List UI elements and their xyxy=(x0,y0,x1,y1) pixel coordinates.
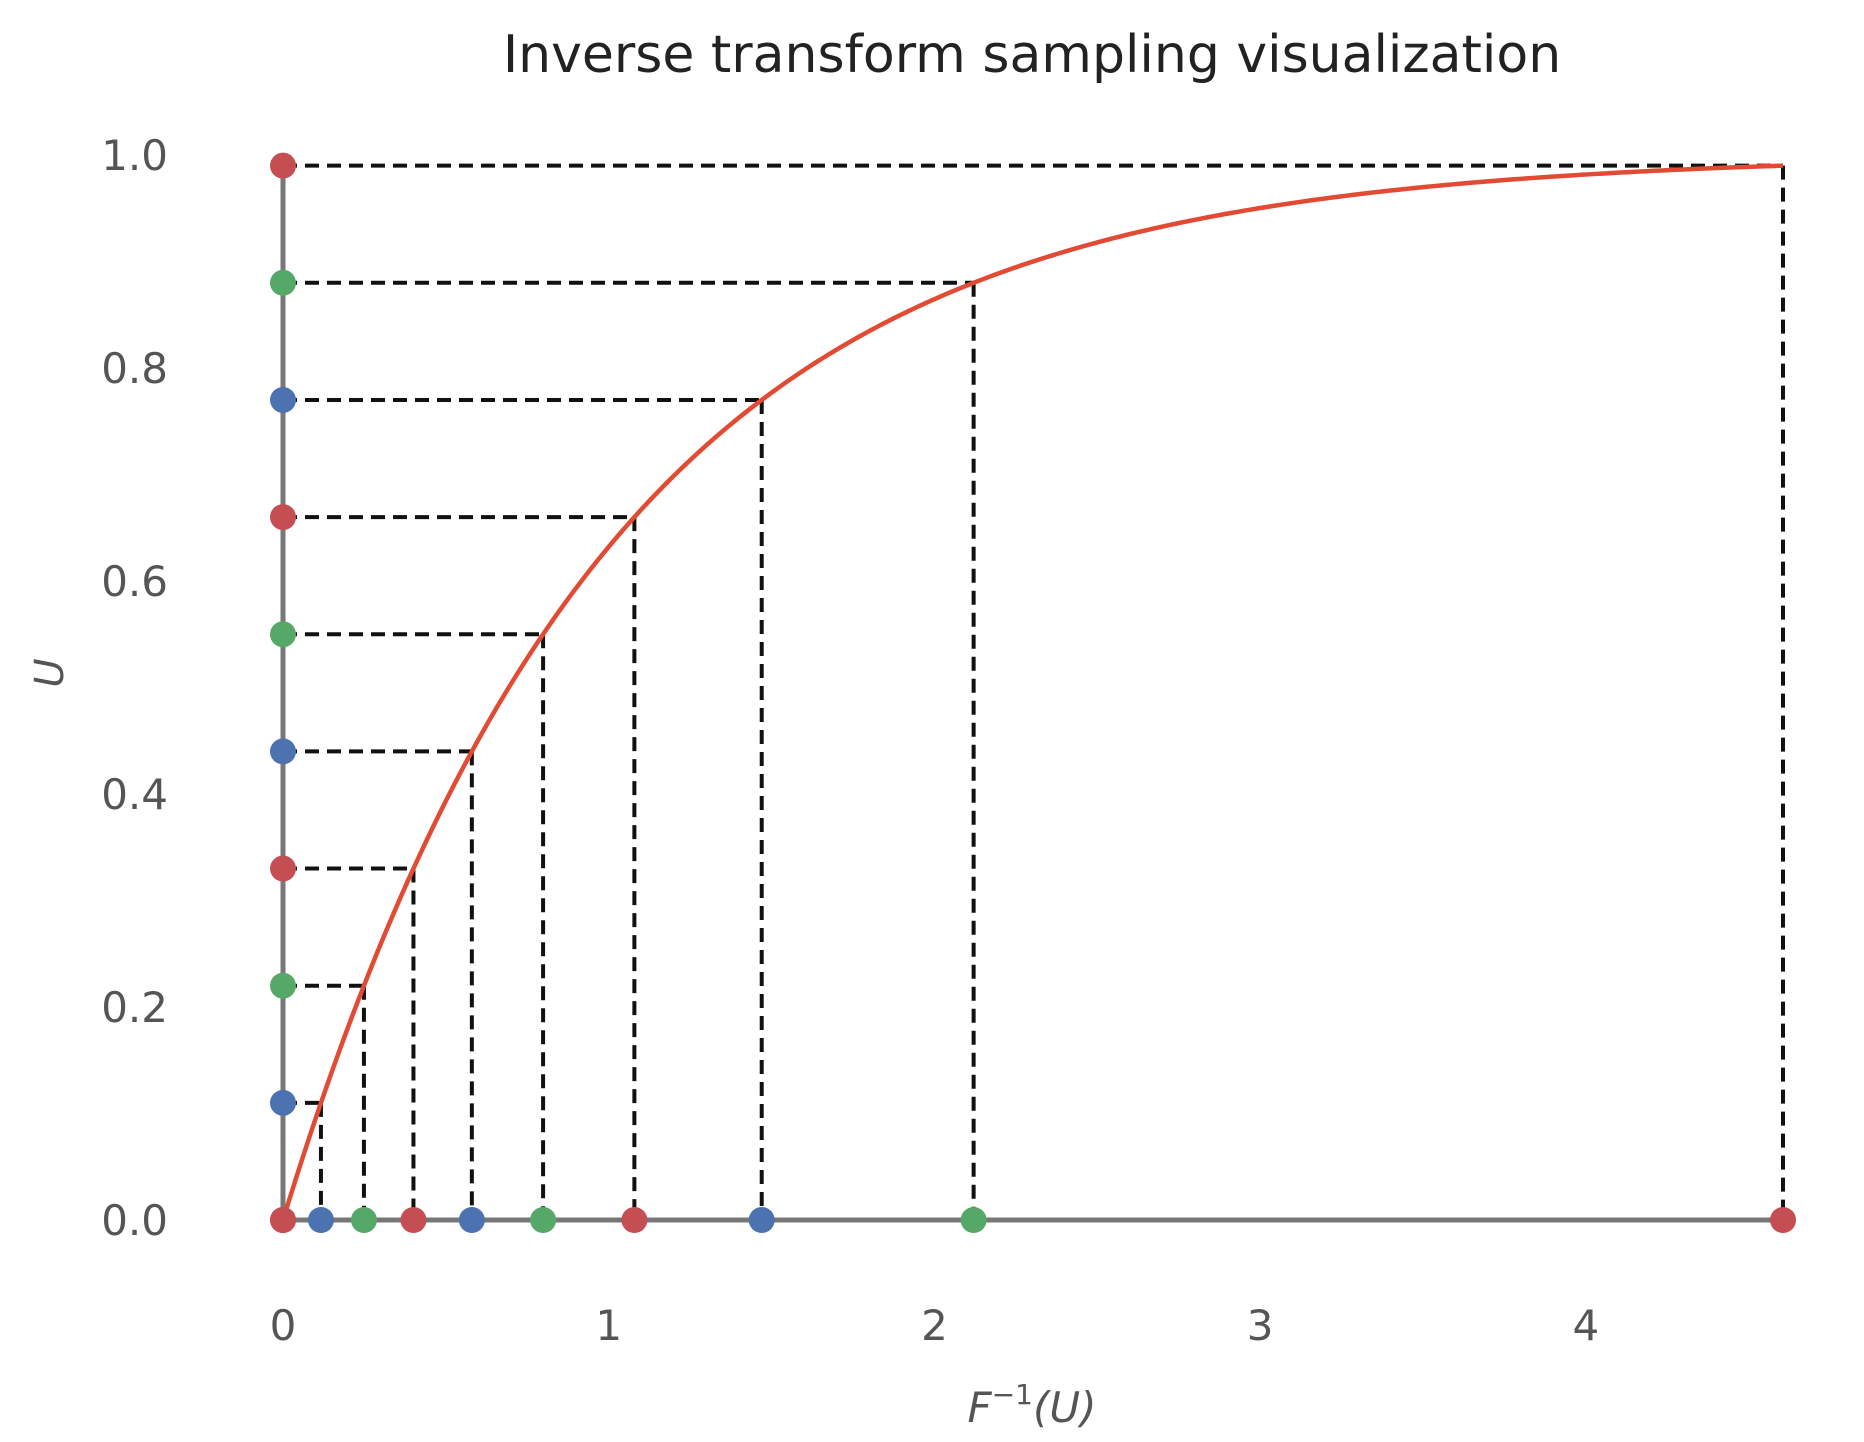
x-sample-point xyxy=(960,1207,987,1233)
x-tick-label: 3 xyxy=(1247,1301,1274,1350)
x-axis-label-arg: (U) xyxy=(1033,1383,1097,1432)
x-tick-label: 0 xyxy=(270,1301,297,1350)
x-sample-point xyxy=(530,1207,557,1233)
x-axis-label: F−1(U) xyxy=(968,1378,1097,1432)
u-sample-point xyxy=(270,504,296,531)
cdf-curve xyxy=(280,163,1784,1221)
x-sample-point xyxy=(621,1207,648,1233)
x-axis-label-base: F xyxy=(968,1383,993,1432)
x-tick-label: 1 xyxy=(595,1301,622,1350)
y-tick-label: 0.6 xyxy=(101,557,168,606)
u-sample-point xyxy=(270,621,296,648)
y-axis-label: U xyxy=(27,658,73,687)
x-sample-point xyxy=(350,1207,377,1233)
u-sample-point xyxy=(270,269,296,296)
u-sample-point xyxy=(270,855,296,882)
x-tick-label: 4 xyxy=(1573,1301,1600,1350)
u-sample-point xyxy=(270,1089,296,1116)
u-sample-point xyxy=(270,152,296,179)
x-sample-point xyxy=(748,1207,775,1233)
u-sample-point xyxy=(270,972,296,999)
cdf-curve-group xyxy=(280,163,1784,1221)
u-sample-point xyxy=(270,386,296,413)
x-sample-point xyxy=(458,1207,485,1233)
x-axis-label-sup: −1 xyxy=(992,1378,1033,1411)
sample-points xyxy=(270,152,1796,1233)
y-tick-label: 0.8 xyxy=(101,344,168,393)
x-sample-point xyxy=(270,1207,296,1233)
x-tick-labels: 0 1 2 3 4 xyxy=(270,1301,1600,1350)
x-sample-point xyxy=(400,1207,427,1233)
projection-lines xyxy=(283,163,1785,1220)
x-tick-label: 2 xyxy=(921,1301,948,1350)
y-tick-label: 0.4 xyxy=(101,770,168,819)
chart-title: Inverse transform sampling visualization xyxy=(503,25,1561,85)
y-tick-labels: 0.0 0.2 0.4 0.6 0.8 1.0 xyxy=(101,131,168,1245)
y-tick-label: 0.0 xyxy=(101,1196,168,1245)
y-tick-label: 1.0 xyxy=(101,131,168,180)
u-sample-point xyxy=(270,738,296,765)
x-sample-point xyxy=(1770,1207,1796,1233)
y-tick-label: 0.2 xyxy=(101,983,168,1032)
x-sample-point xyxy=(307,1207,334,1233)
